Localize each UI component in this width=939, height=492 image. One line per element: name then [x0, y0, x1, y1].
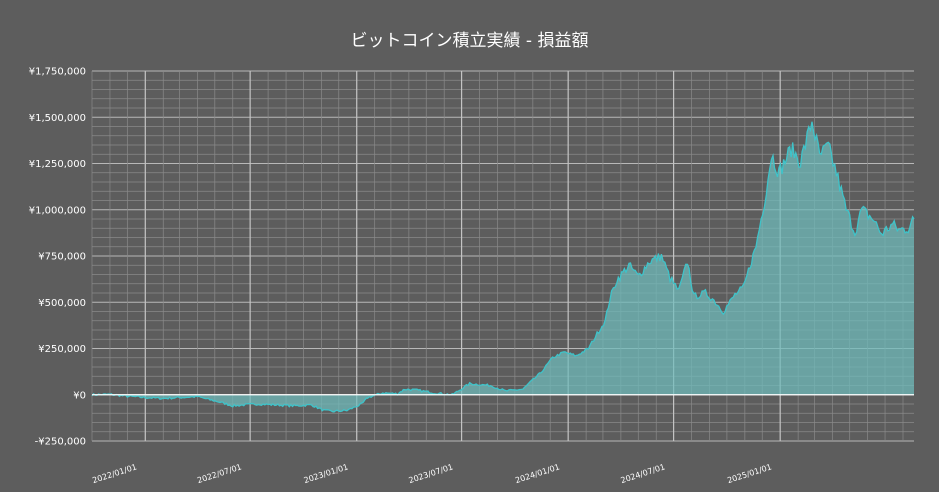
pnl-area-fill — [92, 121, 914, 412]
y-tick-label: -¥250,000 — [35, 437, 86, 448]
x-tick-label: 2024/01/01 — [514, 462, 561, 485]
y-tick-label: ¥250,000 — [38, 344, 86, 355]
y-tick-label: ¥500,000 — [38, 298, 86, 309]
y-tick-labels: -¥250,000 ¥0 ¥250,000 ¥500,000 ¥750,000 ¥1,00… — [29, 67, 86, 448]
y-tick-label: ¥0 — [73, 390, 86, 401]
x-tick-label: 2023/07/01 — [408, 462, 455, 485]
y-tick-label: ¥1,500,000 — [29, 113, 86, 124]
x-tick-label: 2022/01/01 — [91, 462, 138, 485]
x-tick-label: 2024/07/01 — [620, 462, 667, 485]
x-tick-label: 2023/01/01 — [303, 462, 350, 485]
pnl-line — [91, 121, 915, 413]
y-tick-label: ¥750,000 — [38, 252, 86, 263]
x-tick-label: 2025/01/01 — [726, 462, 773, 485]
x-tick-labels: 2022/01/01 2022/07/01 2023/01/01 2023/07/01… — [91, 462, 773, 485]
y-tick-label: ¥1,750,000 — [29, 67, 86, 78]
x-tick-label: 2022/07/01 — [196, 462, 243, 485]
chart-title: ビットコイン積立実績 - 損益額 — [350, 31, 589, 51]
y-tick-label: ¥1,250,000 — [29, 159, 86, 170]
y-tick-label: ¥1,000,000 — [29, 205, 86, 216]
area-layer — [91, 121, 915, 413]
